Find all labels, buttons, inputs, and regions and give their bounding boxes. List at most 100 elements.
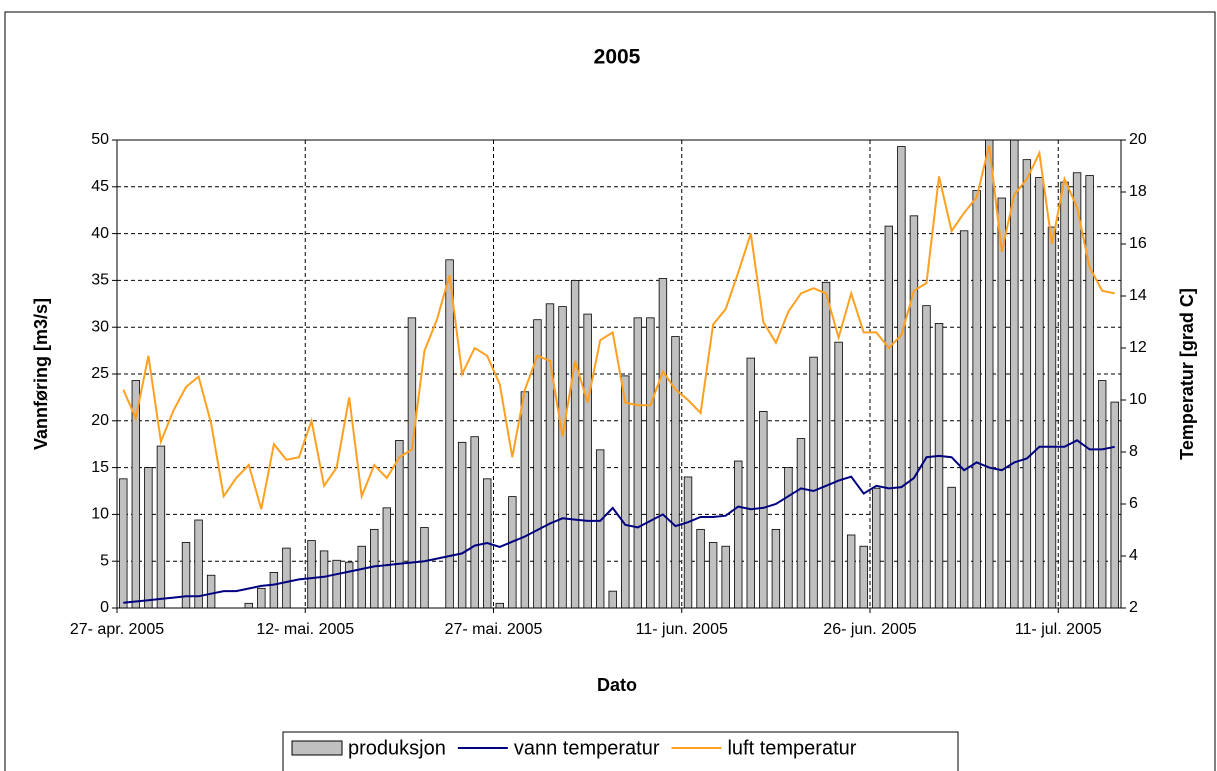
bar — [520, 391, 530, 608]
line-series — [123, 439, 1115, 604]
bar — [985, 140, 994, 608]
y2-tick-label: 18 — [1129, 183, 1147, 200]
bar — [595, 449, 605, 608]
bar — [319, 550, 329, 608]
x-tick-label: 12- mai. 2005 — [256, 621, 354, 638]
bar — [1047, 226, 1057, 608]
bar — [420, 527, 429, 608]
y2-tick-label: 2 — [1129, 599, 1138, 616]
x-axis-label: Dato — [597, 675, 637, 695]
bar — [909, 215, 919, 608]
x-tick-label: 11- jul. 2005 — [1015, 621, 1102, 638]
bar — [646, 317, 655, 608]
y-tick-label: 40 — [91, 225, 109, 242]
bar — [395, 440, 404, 608]
bar — [972, 190, 981, 608]
bar — [144, 467, 153, 608]
bar — [131, 380, 141, 608]
bar — [734, 460, 743, 608]
legend: produksjon vann temperatur luft temperatur — [282, 731, 959, 771]
bar — [1097, 380, 1107, 608]
bar — [658, 278, 668, 608]
y-tick-label: 0 — [100, 599, 109, 616]
y-tick-label: 15 — [91, 459, 109, 476]
y-tick-label: 5 — [100, 552, 109, 569]
bar — [357, 545, 366, 608]
bar — [533, 319, 542, 608]
bar — [181, 542, 191, 608]
bar — [859, 545, 868, 608]
bar — [445, 259, 454, 608]
x-tick-label: 26- jun. 2005 — [823, 621, 917, 638]
legend-box — [282, 731, 959, 771]
bar — [746, 357, 755, 608]
bar — [119, 478, 128, 608]
y2-tick-label: 10 — [1129, 391, 1147, 408]
bar — [495, 602, 504, 608]
bar — [370, 528, 379, 608]
y2-tick-label: 6 — [1129, 495, 1138, 512]
bar — [457, 441, 467, 608]
bar — [633, 317, 643, 608]
y-tick-label: 35 — [91, 272, 109, 289]
bar — [558, 306, 567, 608]
bar — [269, 572, 279, 608]
legend-swatch — [291, 740, 343, 756]
bar — [570, 279, 580, 608]
bar — [545, 303, 555, 608]
bar — [809, 356, 818, 608]
bar — [257, 587, 266, 608]
y2-tick-label: 20 — [1129, 131, 1147, 148]
bar — [784, 467, 793, 608]
y-tick-label: 45 — [91, 178, 109, 195]
bar — [1060, 181, 1069, 608]
y2-tick-label: 12 — [1129, 339, 1147, 356]
bar — [1072, 172, 1082, 608]
bar — [1110, 401, 1119, 608]
bar — [244, 602, 253, 608]
bar — [282, 547, 291, 608]
bar — [834, 341, 843, 608]
bar — [621, 375, 630, 608]
y-tick-label: 25 — [91, 365, 109, 382]
bar — [508, 496, 517, 608]
bar — [721, 545, 730, 608]
legend-label: produksjon — [348, 737, 446, 759]
x-tick-label: 27- mai. 2005 — [445, 621, 543, 638]
y-tick-label: 50 — [91, 131, 109, 148]
bar — [206, 574, 216, 608]
y2-tick-label: 16 — [1129, 235, 1147, 252]
bar — [872, 487, 881, 608]
bar — [307, 540, 316, 608]
bar — [407, 317, 417, 608]
bar — [934, 323, 944, 608]
bar — [846, 534, 856, 608]
bar — [683, 476, 693, 608]
bar — [583, 313, 592, 608]
bar — [608, 590, 617, 608]
bar — [796, 438, 806, 608]
bar — [1085, 175, 1094, 608]
bar — [897, 146, 906, 608]
bar — [759, 411, 768, 608]
plot-border — [116, 139, 1122, 609]
x-tick-label: 27- apr. 2005 — [70, 621, 164, 638]
y2-tick-label: 14 — [1129, 287, 1147, 304]
bar — [470, 436, 479, 608]
bar — [1010, 140, 1019, 608]
bar — [382, 507, 392, 608]
bar — [344, 561, 354, 608]
x-tick-label: 11- jun. 2005 — [636, 621, 728, 638]
chart-title: 2005 — [594, 46, 641, 69]
bar — [821, 281, 831, 608]
bar — [708, 542, 718, 608]
bar — [671, 336, 680, 608]
y2-axis-label: Temperatur [grad C] — [1177, 288, 1197, 460]
bar — [332, 559, 341, 608]
bar — [1035, 177, 1044, 608]
y-tick-label: 10 — [91, 506, 109, 523]
y2-tick-label: 8 — [1129, 443, 1138, 460]
bar — [1022, 159, 1032, 608]
bar — [959, 230, 969, 608]
